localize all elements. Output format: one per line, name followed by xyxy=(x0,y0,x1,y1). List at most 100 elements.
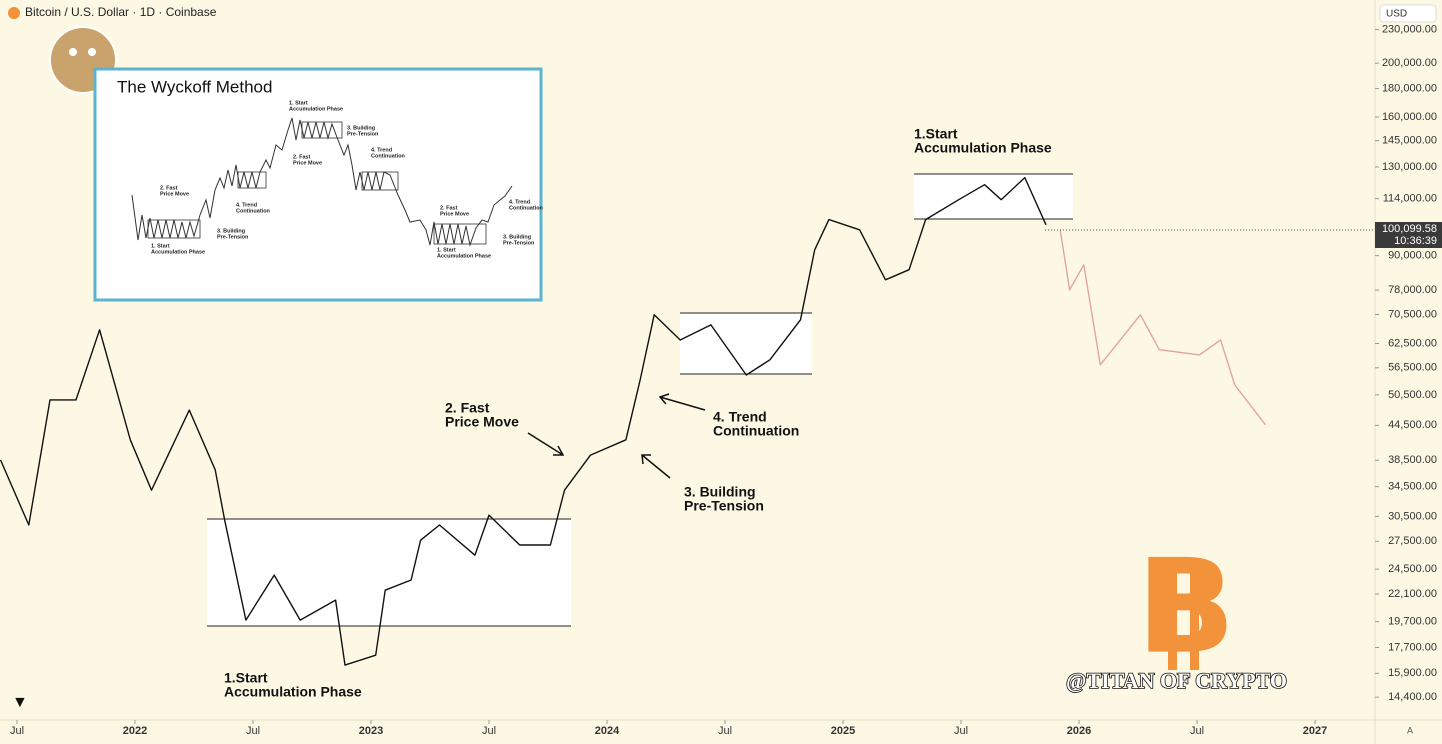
inset-label: 2. Fast xyxy=(160,185,178,191)
x-tick-label: Jul xyxy=(1190,725,1204,737)
inset-label: 3. Building xyxy=(503,234,531,240)
y-tick-label: 27,500.00 xyxy=(1388,535,1437,547)
y-tick-label: 19,700.00 xyxy=(1388,616,1437,628)
last-price-label: 100,099.58 xyxy=(1382,223,1437,235)
arrow xyxy=(658,393,706,411)
symbol-title: Bitcoin / U.S. Dollar · 1D · Coinbase xyxy=(25,5,217,19)
y-tick-label: 62,500.00 xyxy=(1388,337,1437,349)
y-tick-label: 130,000.00 xyxy=(1382,161,1437,173)
inset-label: 3. Building xyxy=(217,228,245,234)
y-tick-label: 30,500.00 xyxy=(1388,510,1437,522)
y-tick-label: 17,700.00 xyxy=(1388,641,1437,653)
inset-box xyxy=(301,121,343,139)
arrow xyxy=(641,454,671,479)
inset-label: 2. Fast xyxy=(440,205,458,211)
inset-label: Pre-Tension xyxy=(347,131,379,137)
inset-box xyxy=(147,219,201,239)
x-tick-label: Jul xyxy=(482,725,496,737)
inset-label: Continuation xyxy=(236,208,271,214)
inset-label: 4. Trend xyxy=(236,202,257,208)
inset-label: Continuation xyxy=(509,205,544,211)
y-tick-label: 44,500.00 xyxy=(1388,419,1437,431)
y-tick-label: 14,400.00 xyxy=(1388,691,1437,703)
y-tick-label: 200,000.00 xyxy=(1382,57,1437,69)
logo-letter: B xyxy=(1136,531,1235,683)
inset-box xyxy=(361,171,399,191)
annotation: 1.Start xyxy=(914,126,958,142)
inset: The Wyckoff Method 1. StartAccumulation … xyxy=(93,67,544,302)
y-tick-label: 24,500.00 xyxy=(1388,563,1437,575)
annotation: 2. Fast xyxy=(445,400,490,416)
x-tick-label: Jul xyxy=(718,725,732,737)
inset-frame xyxy=(93,67,543,302)
inset-label: 2. Fast xyxy=(293,154,311,160)
arrows xyxy=(527,393,706,479)
range-box xyxy=(680,313,812,374)
annotation: 3. Building xyxy=(684,484,756,500)
annotation: Continuation xyxy=(713,423,799,439)
currency[interactable]: USD xyxy=(1386,9,1407,20)
avatar-eye xyxy=(69,48,77,56)
inset-box xyxy=(433,223,487,245)
x-tick-label: 2027 xyxy=(1303,725,1327,737)
last-price-box xyxy=(1375,221,1442,248)
y-tick-label: 145,000.00 xyxy=(1382,135,1437,147)
annotation: 1.Start xyxy=(224,670,268,686)
annotation: Accumulation Phase xyxy=(224,684,362,700)
inset-label: 1. Start xyxy=(437,247,456,253)
y-tick-label: 160,000.00 xyxy=(1382,111,1437,123)
x-tick-label: 2023 xyxy=(359,725,383,737)
inset-label: Price Move xyxy=(440,211,469,217)
tv-logo: ▼ xyxy=(12,694,28,711)
inset-label: Pre-Tension xyxy=(503,240,535,246)
inset-label: 4. Trend xyxy=(509,199,530,205)
annotation: Accumulation Phase xyxy=(914,140,1052,156)
price-line xyxy=(1059,229,1267,426)
y-tick-label: 180,000.00 xyxy=(1382,83,1437,95)
x-tick-label: 2025 xyxy=(831,725,855,737)
inset-label: 4. Trend xyxy=(371,147,392,153)
y-tick-label: 78,000.00 xyxy=(1388,284,1437,296)
y-tick-label: 114,000.00 xyxy=(1383,193,1437,205)
inset-box xyxy=(237,171,267,189)
coin-icon xyxy=(8,7,20,19)
x-tick-label: Jul xyxy=(954,725,968,737)
inset-label: 3. Building xyxy=(347,125,375,131)
inset-label: 1. Start xyxy=(151,243,170,249)
bitcoin-logo: B xyxy=(1136,531,1235,683)
y-tick-label: 70,500.00 xyxy=(1388,308,1437,320)
arrow xyxy=(527,432,565,456)
inset-label: Price Move xyxy=(293,160,322,166)
inset-label: 1. Start xyxy=(289,100,308,106)
x-tick-label: Jul xyxy=(246,725,260,737)
y-tick-label: 230,000.00 xyxy=(1382,23,1437,35)
price-line xyxy=(0,176,1047,666)
inset-label: Accumulation Phase xyxy=(151,249,205,255)
y-tick-label: 34,500.00 xyxy=(1388,481,1437,493)
x-tick-label: 2024 xyxy=(595,725,620,737)
watermark: @TITAN OF CRYPTO xyxy=(1066,668,1287,693)
avatar-eye xyxy=(88,48,96,56)
y-tick-label: 56,500.00 xyxy=(1388,362,1437,374)
y-tick-label: 38,500.00 xyxy=(1388,454,1437,466)
y-tick-label: 22,100.00 xyxy=(1388,588,1437,600)
y-tick-label: 90,000.00 xyxy=(1388,250,1437,262)
inset-label: Accumulation Phase xyxy=(289,106,343,112)
inset-label: Accumulation Phase xyxy=(437,253,491,259)
x-tick-label: 2022 xyxy=(123,725,147,737)
inset-label: Pre-Tension xyxy=(217,234,249,240)
plot xyxy=(0,176,1267,666)
x-tick-label: 2026 xyxy=(1067,725,1091,737)
annotation: 4. Trend xyxy=(713,409,767,425)
y-tick-label: 50,500.00 xyxy=(1388,389,1437,401)
inset-title: The Wyckoff Method xyxy=(117,77,272,96)
y-tick-label: 15,900.00 xyxy=(1388,667,1437,679)
currency-button[interactable] xyxy=(1379,4,1437,23)
logo-bar xyxy=(1190,558,1199,670)
annotation: Price Move xyxy=(445,414,519,430)
logo-bar xyxy=(1168,558,1177,670)
scale-mode[interactable]: A xyxy=(1407,725,1413,735)
x-tick-label: Jul xyxy=(10,725,24,737)
annotation: Pre-Tension xyxy=(684,498,764,514)
